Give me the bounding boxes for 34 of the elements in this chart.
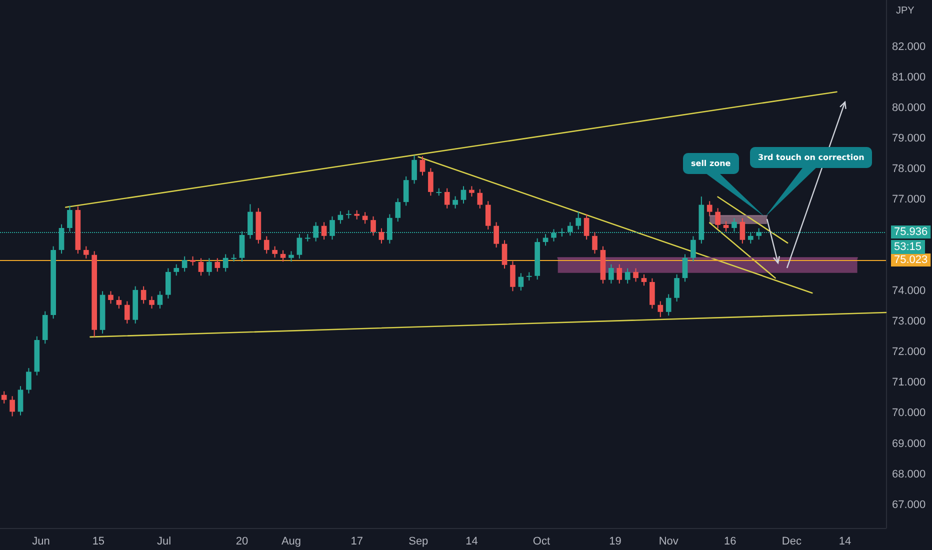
y-axis-title: JPY xyxy=(896,6,915,16)
y-tick-label: 80.000 xyxy=(892,102,926,114)
y-tick-label: 78.000 xyxy=(892,163,926,176)
y-tick-label: 69.000 xyxy=(892,438,926,450)
y-tick-label: 73.000 xyxy=(892,316,926,328)
y-tick-label: 77.000 xyxy=(892,194,926,206)
ref-line-label: 75.023 xyxy=(894,254,928,266)
x-tick-label: 15 xyxy=(92,536,105,548)
x-tick-label: Jul xyxy=(157,536,172,548)
y-tick-label: 81.000 xyxy=(892,72,926,84)
x-tick-label: Jun xyxy=(32,536,50,548)
ref-line-label: 75.936 xyxy=(894,226,928,238)
annotation: 3rd touch on correction xyxy=(750,147,872,168)
text: 53:15 xyxy=(891,240,925,254)
x-tick-label: 14 xyxy=(466,536,478,548)
x-tick-label: 20 xyxy=(236,536,248,548)
x-tick-label: 16 xyxy=(724,536,736,548)
y-tick-label: 79.000 xyxy=(892,132,926,145)
annotation: sell zone xyxy=(683,153,739,174)
x-tick-label: 19 xyxy=(609,536,622,548)
y-tick-label: 68.000 xyxy=(892,468,926,480)
x-tick-label: Sep xyxy=(408,536,428,548)
y-tick-label: 71.000 xyxy=(892,376,926,389)
y-tick-label: 74.000 xyxy=(892,285,926,298)
x-tick-label: Oct xyxy=(532,536,550,548)
y-tick-label: 82.000 xyxy=(892,41,926,53)
x-tick-label: 17 xyxy=(350,536,363,548)
x-tick-label: Aug xyxy=(281,536,302,548)
y-tick-label: 67.000 xyxy=(892,498,926,511)
y-tick-label: 72.000 xyxy=(892,346,926,358)
x-tick-label: 14 xyxy=(838,536,852,548)
x-tick-label: Dec xyxy=(782,536,802,548)
x-tick-label: Nov xyxy=(658,536,679,548)
y-tick-label: 70.000 xyxy=(892,407,926,420)
